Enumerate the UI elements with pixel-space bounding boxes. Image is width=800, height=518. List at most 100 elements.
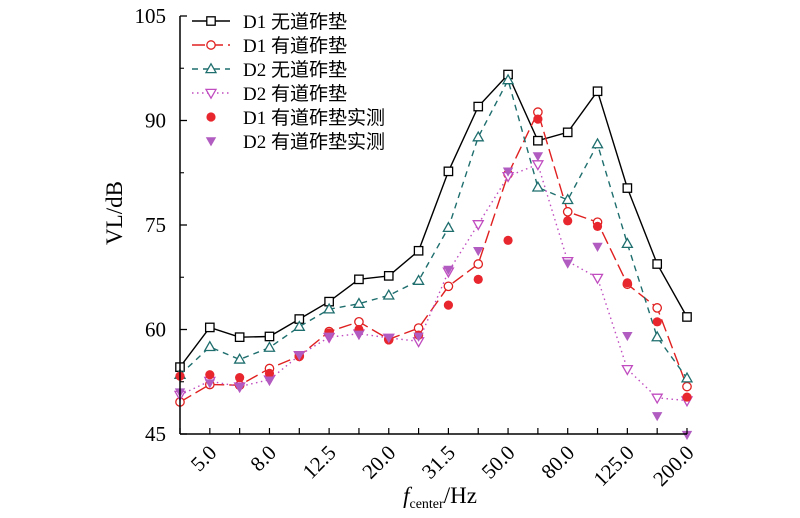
data-point (354, 316, 364, 327)
legend-marker (206, 16, 216, 26)
data-point (621, 364, 634, 376)
data-point (323, 332, 335, 342)
x-tick-label: 5.0 (186, 441, 222, 477)
data-point (294, 351, 305, 361)
data-point (354, 274, 364, 285)
x-tick-label: 31.5 (417, 441, 460, 484)
data-point (592, 242, 603, 252)
data-point (323, 302, 336, 314)
data-point (652, 303, 663, 313)
data-point (443, 166, 454, 177)
data-point (443, 265, 454, 275)
data-point (264, 368, 275, 378)
x-tick-label: 125.0 (589, 441, 639, 491)
x-axis-title: fcenter/Hz (403, 483, 477, 512)
legend-marker (206, 112, 216, 122)
x-tick-label: 20.0 (357, 441, 400, 484)
legend-marker (206, 40, 216, 50)
x-tick-label: 12.5 (298, 441, 341, 484)
series-4 (173, 160, 694, 408)
data-point (235, 372, 245, 383)
data-point (681, 430, 693, 441)
legend-label: D1 有道砟垫 (243, 35, 347, 57)
data-point (622, 183, 633, 193)
data-point (592, 86, 603, 97)
x-axis-title-unit: /Hz (444, 483, 477, 508)
data-point (501, 73, 515, 85)
legend-item: D1 有道砟垫实测 (206, 107, 385, 129)
data-point (472, 220, 485, 231)
data-point (263, 341, 276, 352)
data-point (591, 137, 604, 149)
data-point (234, 383, 245, 393)
data-point (413, 332, 424, 342)
series-line (179, 78, 688, 379)
data-point (353, 330, 365, 340)
data-point (264, 376, 275, 386)
data-point (502, 167, 514, 177)
data-point (383, 271, 394, 281)
data-point (412, 274, 425, 285)
data-point (651, 393, 664, 405)
series-line (179, 110, 688, 403)
data-point (591, 273, 604, 285)
data-point (561, 193, 574, 205)
data-point (592, 221, 603, 231)
data-point (472, 130, 485, 142)
legend-item: D1 有道砟垫 (192, 35, 347, 57)
data-point (204, 379, 216, 389)
data-point (204, 322, 215, 333)
x-axis-title-subscript: center (409, 497, 444, 512)
data-point (622, 331, 633, 342)
y-tick-label: 75 (145, 213, 166, 237)
data-point (680, 371, 694, 383)
series-1 (175, 69, 692, 372)
x-axis-title-main: f (403, 483, 413, 508)
series-line (179, 73, 688, 368)
legend-item: D2 有道砟垫 (192, 83, 347, 105)
data-point (562, 206, 573, 217)
data-point (352, 297, 366, 308)
legend-marker (204, 88, 218, 100)
y-tick-label: 105 (135, 4, 167, 28)
x-tick-label: 8.0 (245, 441, 281, 477)
data-point (382, 288, 395, 300)
series-6 (174, 152, 693, 441)
data-point (293, 320, 306, 331)
legend-marker (204, 62, 218, 74)
data-point (682, 312, 692, 322)
legend-label: D1 有道砟垫实测 (243, 107, 385, 129)
data-point (233, 352, 246, 364)
legend-label: D2 有道砟垫 (243, 83, 347, 105)
data-point (383, 334, 394, 344)
legend-label: D1 无道砟垫 (243, 11, 347, 33)
data-point (443, 281, 454, 292)
data-point (533, 135, 543, 146)
data-point (562, 259, 573, 269)
x-tick-label: 200.0 (648, 441, 698, 491)
legend-item: D2 有道砟垫实测 (205, 131, 385, 153)
y-axis-title: VL/dB (102, 181, 127, 245)
legend-label: D2 有道砟垫实测 (243, 131, 385, 153)
legend-item: D2 无道砟垫 (192, 59, 347, 81)
data-point (473, 259, 484, 269)
legend-marker (205, 137, 217, 147)
legend-item: D1 无道砟垫 (192, 11, 347, 33)
legend-label: D2 无道砟垫 (243, 59, 347, 81)
data-point (531, 180, 544, 192)
data-point (203, 340, 216, 352)
data-point (413, 245, 424, 256)
data-point (651, 412, 663, 422)
data-point (562, 127, 573, 138)
data-point (622, 278, 632, 288)
data-point (443, 300, 454, 310)
data-point (234, 332, 245, 343)
series-line (179, 163, 688, 402)
x-tick-label: 80.0 (536, 441, 579, 484)
data-point (652, 317, 662, 327)
data-point (473, 101, 484, 112)
data-point (473, 274, 483, 284)
data-point (205, 370, 215, 380)
data-point (264, 331, 275, 342)
